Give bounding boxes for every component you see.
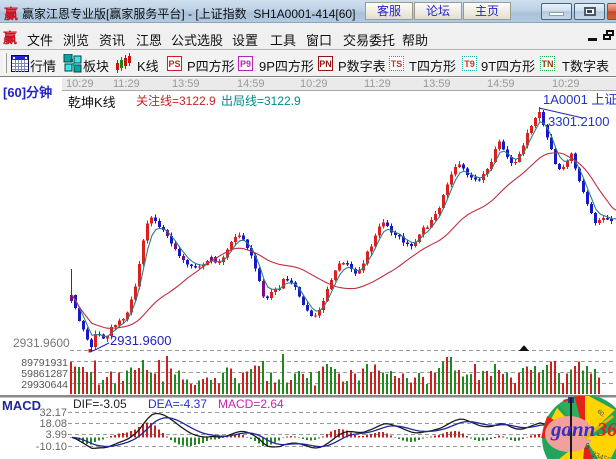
svg-text:23456: 23456 bbox=[590, 449, 612, 459]
svg-text:6: 6 bbox=[585, 442, 590, 451]
svg-text:60.: 60. bbox=[596, 409, 607, 419]
svg-text:36: 36 bbox=[596, 419, 616, 441]
svg-text:gann: gann bbox=[550, 417, 595, 441]
